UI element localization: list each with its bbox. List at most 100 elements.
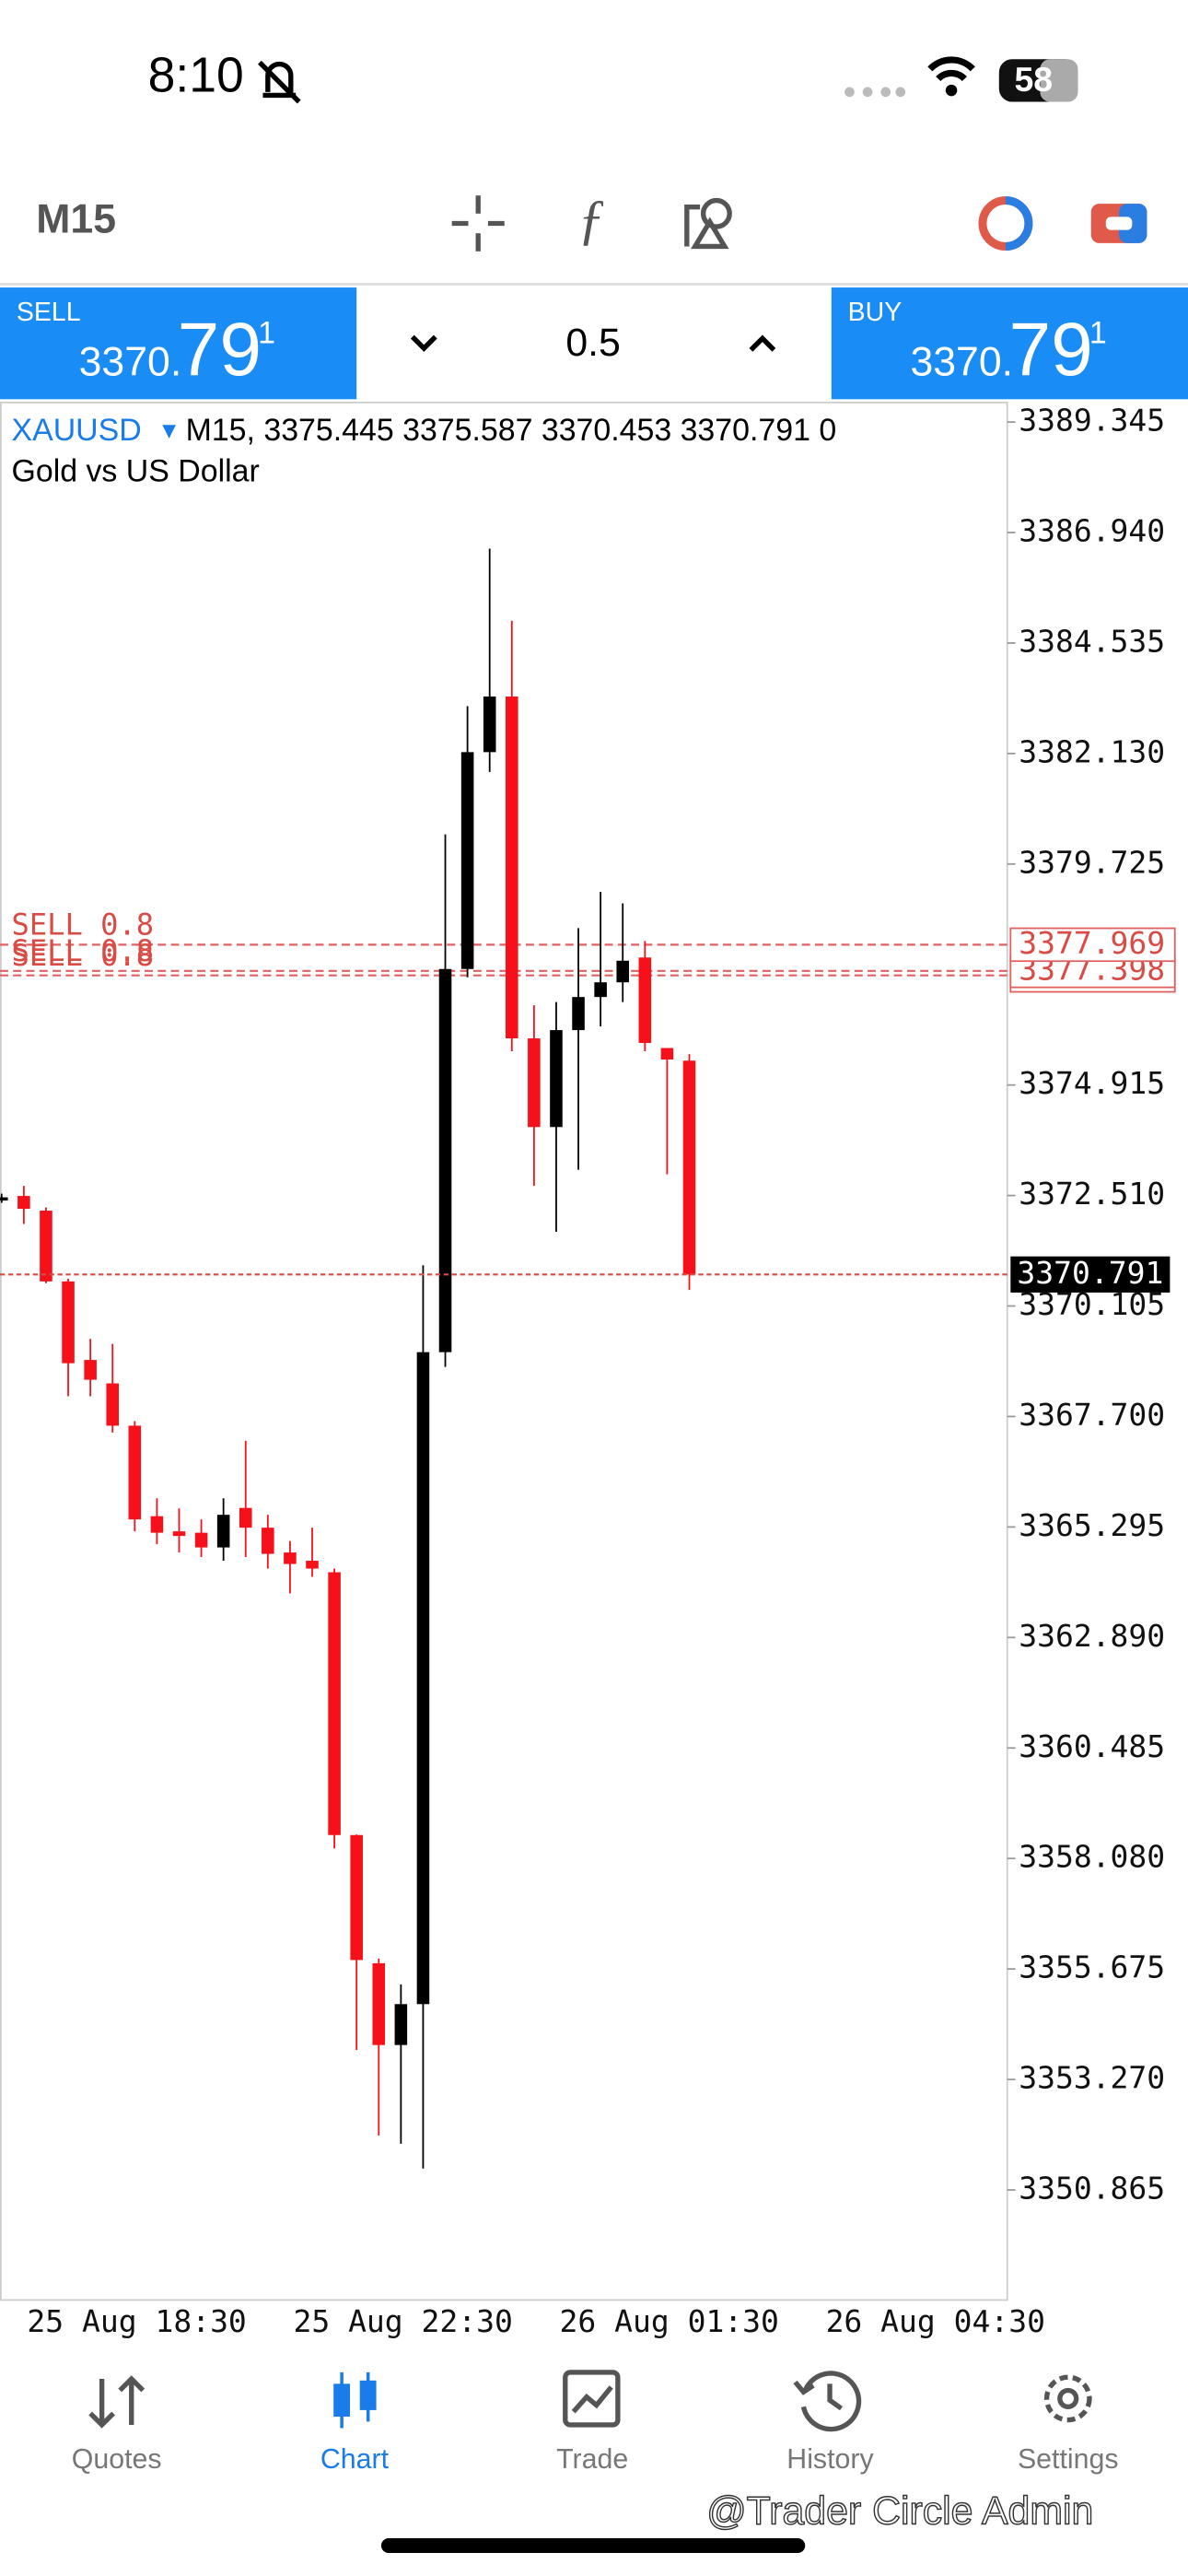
candle-body <box>528 1038 541 1128</box>
candle-body <box>62 1281 75 1364</box>
y-tick-label: 3350.865 <box>1019 2171 1165 2207</box>
buy-price-main: 3370. <box>910 340 1013 385</box>
objects-button[interactable] <box>684 197 732 250</box>
y-tick-label: 3353.270 <box>1019 2060 1165 2096</box>
order-label: SELL 0.8 <box>11 907 154 943</box>
signal-icon <box>844 87 906 98</box>
sell-button[interactable]: SELL 3370. 79 1 <box>0 287 357 400</box>
home-indicator <box>380 2537 806 2554</box>
x-tick-label: 26 Aug 01:30 <box>560 2303 779 2339</box>
buy-label: BUY <box>848 298 903 327</box>
quotes-icon <box>88 2375 146 2429</box>
candle-body <box>372 1962 386 2045</box>
candle-body <box>128 1425 142 1520</box>
candle-body <box>106 1383 119 1426</box>
sell-price-small: 1 <box>258 316 275 351</box>
y-tick-label: 3372.510 <box>1019 1176 1165 1212</box>
y-tick-label: 3360.485 <box>1019 1728 1165 1764</box>
order-price-label: 3377.969 <box>1019 925 1165 961</box>
wifi-icon <box>927 56 975 82</box>
y-tick-label: 3365.295 <box>1019 1507 1165 1543</box>
clock: 8:10 <box>148 49 244 103</box>
candle-body <box>172 1531 186 1537</box>
wifi-dot <box>945 84 958 97</box>
bell-off-icon <box>258 60 301 104</box>
lot-size[interactable]: 0.5 <box>565 321 621 365</box>
candle-body <box>572 997 585 1031</box>
candle-body <box>506 697 518 1039</box>
candle-body <box>550 1030 563 1128</box>
y-tick-label: 3355.675 <box>1019 1950 1165 1985</box>
x-tick-label: 26 Aug 04:30 <box>826 2303 1045 2339</box>
sell-price-big: 79 <box>178 308 262 392</box>
y-tick-label: 3367.700 <box>1019 1397 1165 1433</box>
lot-up-button[interactable] <box>749 334 776 352</box>
tab-label[interactable]: Quotes <box>72 2444 162 2475</box>
price-box <box>1010 1256 1171 1293</box>
candle-body <box>483 697 496 753</box>
crosshair-button[interactable] <box>451 195 505 252</box>
y-tick-label: 3382.130 <box>1019 733 1165 769</box>
candle-body <box>239 1507 252 1528</box>
candle-body <box>682 1060 696 1275</box>
tab-label[interactable]: Settings <box>1018 2444 1119 2475</box>
indicator-button[interactable]: ƒ <box>577 189 605 251</box>
account-button[interactable] <box>978 196 1033 251</box>
tab-label[interactable]: Chart <box>320 2444 390 2475</box>
candle-body <box>350 1834 363 1961</box>
tab-label[interactable]: Trade <box>556 2444 628 2475</box>
history-icon <box>793 2371 862 2432</box>
y-tick-label: 3389.345 <box>1019 403 1165 439</box>
symbol-description: Gold vs US Dollar <box>11 454 259 489</box>
candle-body <box>394 2004 408 2045</box>
tab-label[interactable]: History <box>786 2444 874 2475</box>
chart-icon <box>333 2371 377 2429</box>
trade-icon <box>563 2370 621 2428</box>
symbol-info: M15, 3375.445 3375.587 3370.453 3370.791… <box>186 413 837 448</box>
x-tick-label: 25 Aug 22:30 <box>293 2303 512 2339</box>
x-tick-label: 25 Aug 18:30 <box>27 2303 246 2339</box>
order-label: SELL 0.8 <box>11 938 154 973</box>
candle-body <box>0 1197 8 1201</box>
buy-price-big: 79 <box>1009 308 1093 392</box>
y-tick-label: 3362.890 <box>1019 1618 1165 1654</box>
candle-body <box>438 968 452 1352</box>
candle-body <box>150 1516 164 1533</box>
order-label: SELL 0.8 <box>11 933 154 968</box>
candle-body <box>84 1360 97 1380</box>
lot-down-button[interactable] <box>410 334 437 352</box>
candle-body <box>328 1572 341 1835</box>
candle-body <box>638 957 652 1044</box>
y-tick-label: 3386.940 <box>1019 513 1165 549</box>
buy-button[interactable]: BUY 3370. 79 1 <box>831 287 1188 400</box>
trade-toggle-button[interactable] <box>1090 204 1147 243</box>
symbol[interactable]: XAUUSD <box>11 413 141 448</box>
order-price-box <box>1009 927 1176 963</box>
candle-body <box>460 752 474 969</box>
settings-icon <box>1043 2374 1092 2423</box>
timeframe-button[interactable]: M15 <box>36 197 116 242</box>
chart-frame <box>0 401 1008 2301</box>
candle-body <box>262 1528 274 1554</box>
candle-body <box>660 1048 674 1060</box>
y-tick-label: 3358.080 <box>1019 1839 1165 1875</box>
candle-body <box>416 1352 430 2005</box>
candle-body <box>594 982 607 998</box>
candle-body <box>284 1552 297 1564</box>
candle-body <box>194 1532 208 1548</box>
candle-body <box>17 1196 30 1210</box>
battery-empty <box>1040 59 1078 102</box>
tab-bar: Quotes Chart Trade History Settings <box>72 2444 1119 2475</box>
battery-level: 58 <box>1014 60 1053 99</box>
sell-label: SELL <box>17 298 81 327</box>
price-label: 3370.791 <box>1017 1255 1163 1291</box>
symbol-dropdown[interactable]: ▼ <box>157 418 181 444</box>
buy-price-small: 1 <box>1089 316 1107 351</box>
y-tick-label: 3374.915 <box>1019 1065 1165 1101</box>
sell-price-main: 3370. <box>79 340 182 385</box>
y-tick-label: 3379.725 <box>1019 844 1165 880</box>
candle-body <box>40 1211 52 1282</box>
candle-body <box>216 1515 230 1548</box>
